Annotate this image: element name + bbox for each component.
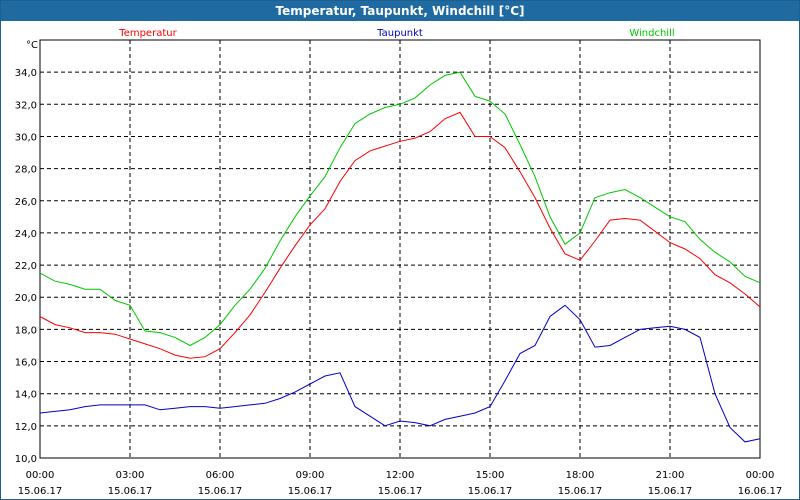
x-tick-time: 00:00	[26, 470, 55, 481]
x-tick-time: 21:00	[656, 470, 685, 481]
x-tick-time: 18:00	[566, 470, 595, 481]
x-tick-date: 15.06.17	[468, 486, 513, 497]
x-tick-time: 12:00	[386, 470, 415, 481]
chart-title: Temperatur, Taupunkt, Windchill [°C]	[1, 1, 799, 21]
x-tick-date: 15.06.17	[288, 486, 333, 497]
x-tick-time: 15:00	[476, 470, 505, 481]
x-tick-date: 16.06.17	[738, 486, 783, 497]
x-tick-date: 15.06.17	[198, 486, 243, 497]
y-tick-label: 32,0	[15, 100, 37, 111]
y-tick-label: 10,0	[15, 454, 37, 465]
x-tick-time: 09:00	[296, 470, 325, 481]
y-tick-label: 34,0	[15, 68, 37, 79]
series-line-temperatur	[39, 111, 761, 359]
series-line-windchill	[39, 71, 761, 347]
legend-item-temperatur: Temperatur	[118, 28, 177, 39]
y-axis-label: °C	[26, 40, 38, 51]
plot-border	[39, 39, 761, 459]
y-tick-label: 14,0	[15, 390, 37, 401]
y-tick-label: 22,0	[15, 261, 37, 272]
x-tick-date: 15.06.17	[108, 486, 153, 497]
legend-item-taupunkt: Taupunkt	[376, 28, 423, 39]
x-tick-date: 15.06.17	[378, 486, 423, 497]
series-group	[39, 71, 761, 443]
y-tick-label: 30,0	[15, 132, 37, 143]
x-tick-time: 03:00	[116, 470, 145, 481]
y-tick-label: 26,0	[15, 197, 37, 208]
y-axis: 10,0 12,0 14,0 16,0 18,0 20,0 22,0 24,0 26,0 28,0…	[15, 68, 37, 465]
legend-item-windchill: Windchill	[629, 28, 674, 39]
y-tick-label: 28,0	[15, 165, 37, 176]
x-tick-time: 06:00	[206, 470, 235, 481]
y-tick-label: 20,0	[15, 293, 37, 304]
x-tick-date: 15.06.17	[558, 486, 603, 497]
x-tick-date: 15.06.17	[18, 486, 63, 497]
y-tick-label: 16,0	[15, 358, 37, 369]
x-tick-time: 00:00	[746, 470, 775, 481]
legend: Temperatur Taupunkt Windchill	[118, 28, 674, 39]
x-tick-date: 15.06.17	[648, 486, 693, 497]
x-axis: 00:00 15.06.17 03:00 15.06.17 06:00 15.06.17 0…	[18, 470, 783, 497]
y-tick-label: 24,0	[15, 229, 37, 240]
y-tick-label: 18,0	[15, 325, 37, 336]
grid-lines	[40, 40, 760, 458]
series-line-taupunkt	[39, 304, 761, 443]
y-tick-label: 12,0	[15, 422, 37, 433]
